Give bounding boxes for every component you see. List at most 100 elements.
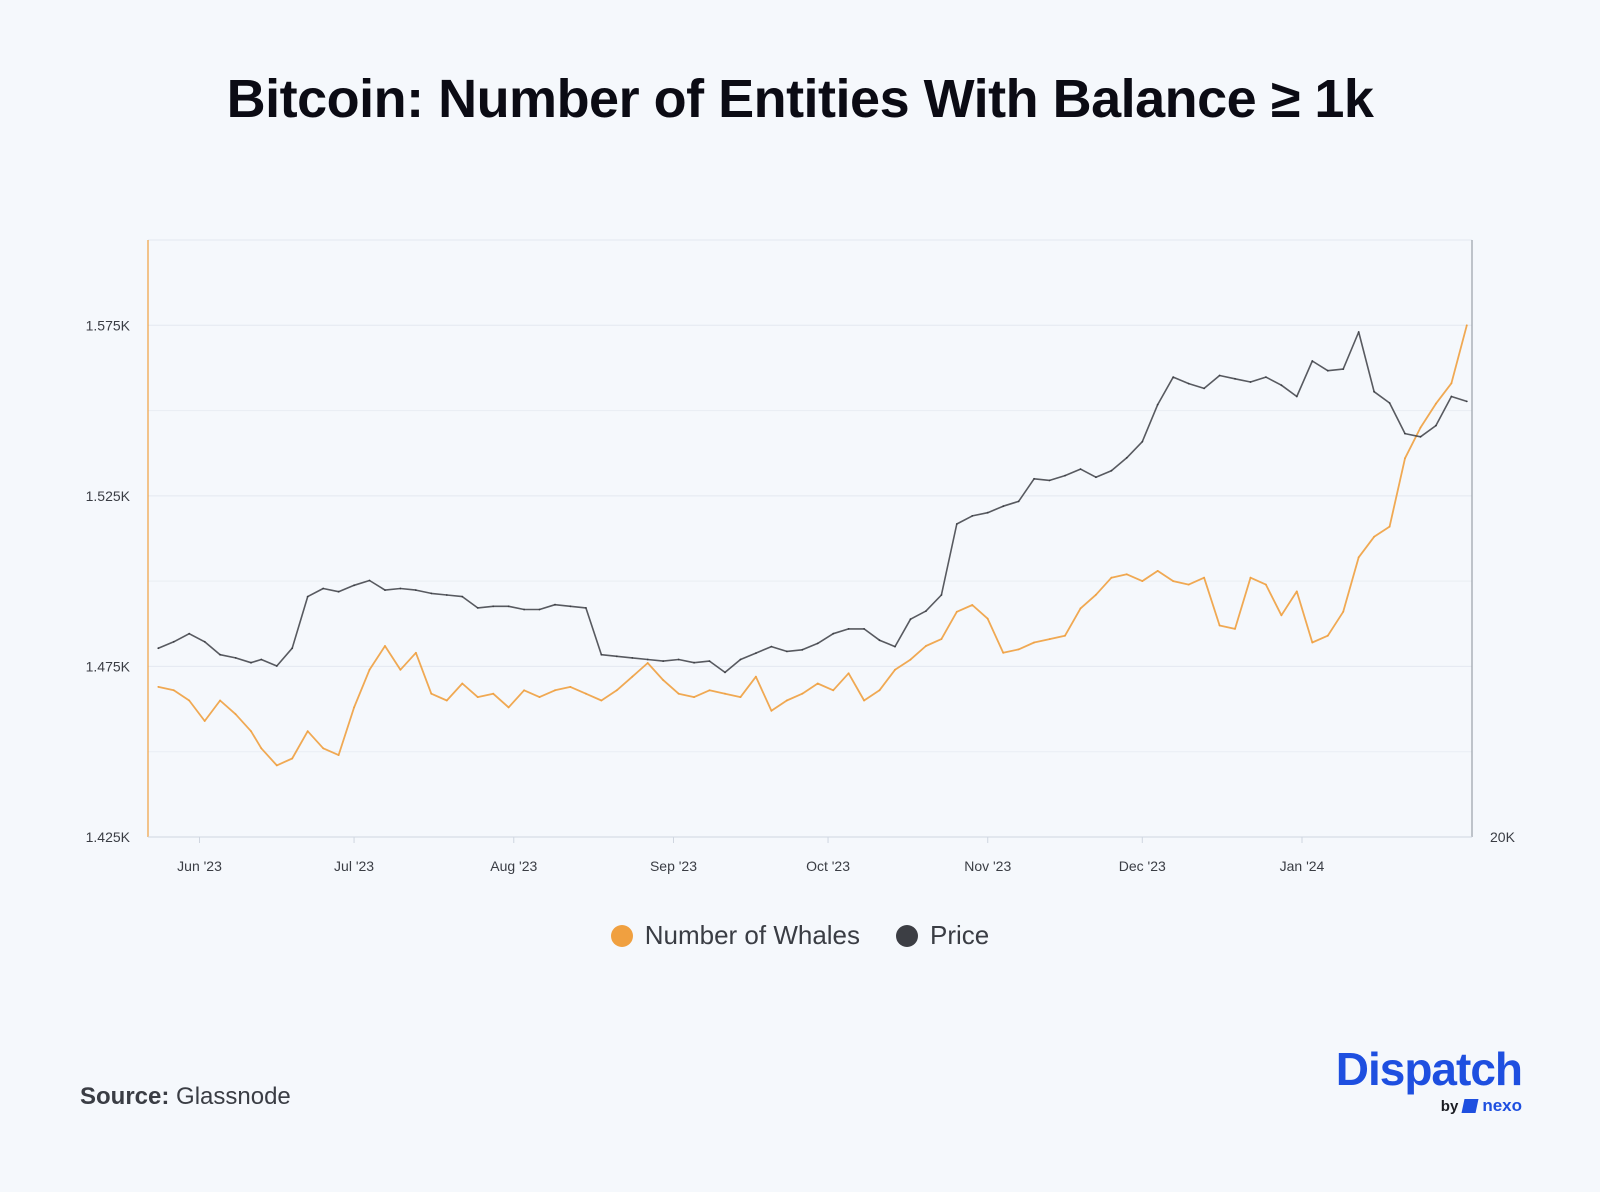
- whales-data-point: [785, 699, 788, 702]
- price-data-point: [677, 658, 680, 661]
- price-data-point: [1064, 474, 1066, 477]
- whales-data-point: [1187, 583, 1190, 586]
- y-axis-left-ticks: 1.575K 1.525K 1.475K 1.425K: [86, 317, 131, 845]
- whales-data-point: [476, 696, 479, 698]
- whales-data-point: [203, 720, 206, 722]
- whales-data-point: [337, 754, 340, 756]
- price-data-point: [863, 628, 865, 630]
- y-tick-label-left: 1.425K: [86, 829, 131, 845]
- whales-data-point: [234, 713, 237, 716]
- price-data-point: [739, 658, 742, 661]
- price-data-point: [1326, 369, 1329, 372]
- price-data-point: [770, 645, 773, 648]
- whales-data-point: [646, 662, 649, 664]
- whales-data-point: [971, 604, 974, 606]
- whales-series-line: [158, 325, 1468, 767]
- whales-data-point: [662, 679, 665, 681]
- price-data-point: [445, 594, 448, 596]
- price-data-point: [234, 657, 237, 659]
- price-data-point: [1218, 374, 1221, 377]
- whales-data-point: [600, 699, 603, 702]
- price-data-point: [1187, 382, 1190, 385]
- whales-data-point: [1064, 634, 1066, 637]
- price-data-point: [1234, 377, 1236, 380]
- legend-item-price[interactable]: Price: [896, 920, 989, 951]
- price-data-point: [724, 671, 726, 674]
- price-data-point: [1265, 376, 1267, 378]
- whales-data-point: [1311, 641, 1314, 644]
- price-data-point: [1295, 395, 1298, 398]
- price-data-point: [816, 642, 819, 645]
- price-data-point: [368, 579, 371, 582]
- whales-data-point: [677, 692, 680, 695]
- price-data-point: [172, 640, 175, 643]
- price-data-point: [250, 661, 252, 664]
- whales-data-point: [461, 682, 464, 685]
- price-data-point: [275, 665, 278, 667]
- whales-data-point: [1450, 382, 1453, 385]
- price-data-point: [203, 640, 206, 643]
- whales-data-point: [384, 645, 386, 647]
- whales-data-point: [832, 689, 835, 692]
- whales-data-point: [1326, 634, 1329, 637]
- price-data-point: [1342, 368, 1345, 370]
- whales-data-point: [1172, 580, 1175, 582]
- price-data-point: [600, 653, 603, 656]
- source-note: Source: Glassnode: [80, 1083, 291, 1111]
- whales-data-point: [615, 689, 618, 692]
- whales-data-point: [1002, 651, 1005, 654]
- price-data-point: [878, 639, 881, 642]
- whales-data-point: [986, 617, 989, 620]
- whales-data-point: [770, 709, 773, 712]
- price-data-point: [1048, 479, 1051, 482]
- whales-data-point: [306, 730, 309, 733]
- nexo-logo-icon: [1461, 1099, 1479, 1113]
- price-data-point: [1435, 424, 1437, 427]
- price-data-point: [554, 603, 556, 606]
- x-tick-label: Jan '24: [1280, 858, 1325, 874]
- whales-data-point: [291, 757, 294, 760]
- whales-data-point: [724, 692, 726, 695]
- whales-data-point: [430, 692, 433, 695]
- whales-data-point: [157, 686, 160, 688]
- whales-data-point: [492, 692, 495, 695]
- whales-data-point: [172, 689, 175, 692]
- legend-label-whales: Number of Whales: [644, 920, 861, 950]
- whales-data-point: [801, 692, 804, 695]
- price-data-point: [1465, 400, 1468, 403]
- whales-data-point: [1265, 583, 1267, 586]
- price-data-point: [1079, 468, 1082, 470]
- brand-by: by: [1440, 1097, 1459, 1115]
- price-data-point: [492, 605, 495, 608]
- price-data-point: [322, 587, 325, 590]
- price-data-point: [291, 647, 294, 650]
- whales-data-point: [631, 675, 634, 678]
- price-data-point: [399, 587, 402, 590]
- price-data-point: [1125, 456, 1128, 459]
- price-data-point: [476, 607, 479, 609]
- legend-item-whales[interactable]: Number of Whales: [610, 920, 861, 951]
- price-data-point: [847, 628, 850, 630]
- price-data-point: [415, 589, 417, 591]
- whales-data-point: [1017, 648, 1020, 651]
- whales-data-point: [322, 747, 325, 750]
- whales-data-point: [693, 696, 695, 698]
- price-data-point: [1404, 432, 1406, 435]
- price-data-point: [1017, 500, 1020, 503]
- whales-data-point: [353, 706, 355, 709]
- price-data-point: [832, 632, 835, 635]
- price-data-point: [1033, 477, 1035, 480]
- whales-data-point: [1033, 641, 1035, 644]
- whales-data-point: [1079, 607, 1082, 610]
- price-data-point: [955, 523, 958, 525]
- whales-data-point: [554, 689, 556, 692]
- whales-data-point: [1095, 593, 1097, 596]
- price-data-point: [1373, 390, 1375, 393]
- x-tick-label: Nov '23: [964, 858, 1011, 874]
- y-tick-label-left: 1.525K: [86, 488, 131, 504]
- price-data-point: [1172, 376, 1175, 378]
- whales-data-point: [909, 658, 912, 661]
- whales-data-point: [1342, 610, 1345, 613]
- whales-data-point: [955, 610, 958, 613]
- whales-data-point: [1388, 525, 1391, 528]
